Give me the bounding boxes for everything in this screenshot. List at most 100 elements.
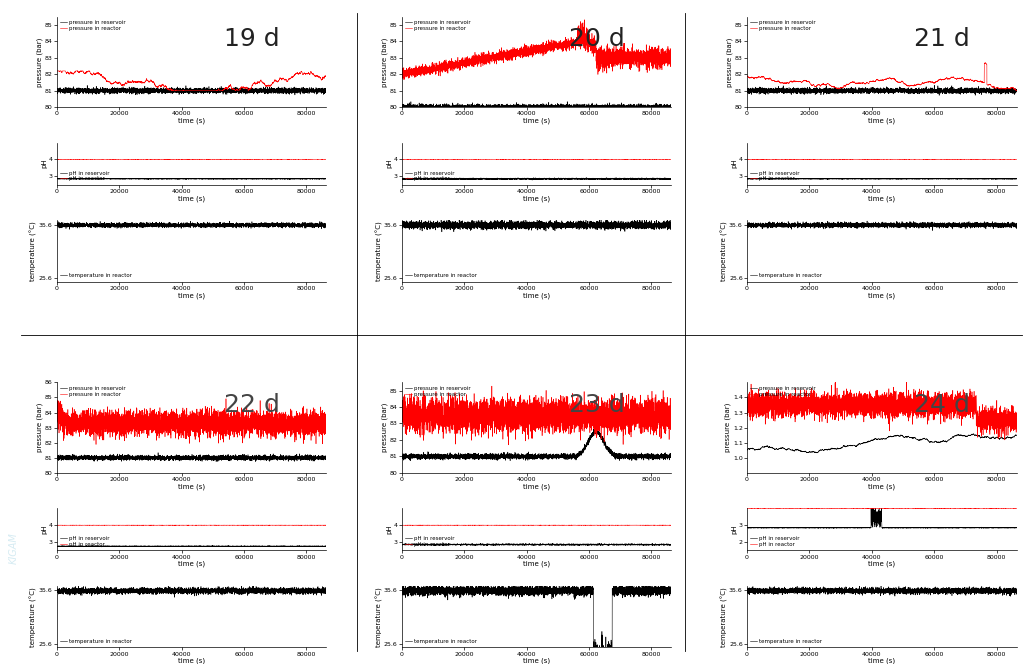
temperature in reactor [252, 586, 264, 594]
Text: 19 d: 19 d [224, 27, 280, 52]
Line: pH in reservoir: pH in reservoir [747, 501, 1017, 529]
pressure in reactor [213, 424, 225, 432]
pH in reservoir [869, 497, 881, 505]
pH in reservoir [320, 542, 332, 550]
temperature in reactor [223, 217, 235, 225]
pH in reactor [844, 155, 857, 163]
Line: pressure in reactor: pressure in reactor [57, 399, 326, 444]
pH in reservoir [557, 540, 570, 548]
pressure in reactor [571, 416, 583, 424]
pH in reservoir [213, 175, 225, 183]
pH in reactor [903, 155, 915, 163]
pressure in reactor [942, 399, 955, 407]
temperature in reactor [272, 220, 285, 228]
pressure in reservoir [571, 104, 583, 112]
pressure in reactor [830, 374, 842, 382]
Y-axis label: pH: pH [732, 525, 738, 535]
pH in reservoir [154, 542, 166, 550]
temperature in reactor [844, 587, 857, 595]
X-axis label: time (s): time (s) [523, 483, 550, 490]
temperature in reactor [963, 220, 975, 228]
temperature in reactor [213, 220, 225, 228]
pH in reservoir [206, 542, 219, 550]
temperature in reactor [617, 588, 630, 596]
pressure in reactor [100, 422, 112, 430]
pH in reservoir [213, 542, 225, 550]
pressure in reservoir [100, 87, 112, 95]
pressure in reservoir [942, 436, 955, 444]
pH in reservoir [526, 176, 539, 184]
temperature in reactor [963, 587, 975, 595]
temperature in reactor [902, 221, 914, 229]
pH in reactor [99, 155, 111, 163]
Line: pressure in reservoir: pressure in reservoir [57, 86, 326, 95]
pressure in reactor [596, 54, 609, 62]
pH in reservoir [903, 524, 915, 532]
temperature in reactor [571, 219, 583, 227]
pressure in reactor [902, 386, 914, 394]
pressure in reservoir [1010, 431, 1023, 439]
Y-axis label: temperature (°C): temperature (°C) [30, 587, 37, 647]
Y-axis label: pressure (bar): pressure (bar) [37, 37, 43, 86]
pressure in reactor [963, 76, 975, 84]
temperature in reactor [902, 586, 914, 594]
pressure in reactor [1010, 408, 1023, 416]
temperature in reactor [63, 225, 75, 233]
pH in reservoir [596, 540, 609, 548]
pressure in reactor [100, 76, 112, 84]
pressure in reactor [51, 414, 63, 422]
Text: 20 d: 20 d [569, 27, 624, 52]
pressure in reservoir [395, 452, 408, 459]
Legend: pH in reservoir, pH in reactor: pH in reservoir, pH in reactor [60, 170, 110, 182]
Legend: pressure in reservoir, pressure in reactor: pressure in reservoir, pressure in react… [60, 385, 126, 397]
pressure in reservoir [154, 88, 166, 96]
pressure in reactor [963, 403, 975, 411]
Legend: pressure in reservoir, pressure in reactor: pressure in reservoir, pressure in react… [405, 19, 472, 31]
pH in reactor [395, 521, 408, 529]
pH in reactor [445, 155, 457, 163]
Legend: pH in reservoir, pH in reactor: pH in reservoir, pH in reactor [749, 536, 800, 548]
pH in reservoir [395, 541, 408, 549]
pressure in reservoir [395, 104, 408, 112]
pressure in reactor [252, 412, 264, 420]
pressure in reservoir [557, 451, 570, 459]
pH in reactor [395, 155, 408, 163]
pH in reactor [741, 155, 753, 163]
X-axis label: time (s): time (s) [868, 118, 896, 124]
pH in reactor [290, 155, 302, 163]
temperature in reactor [1004, 592, 1017, 600]
pH in reservoir [596, 175, 609, 183]
pH in reactor [789, 505, 802, 513]
pH in reservoir [844, 175, 857, 183]
pressure in reservoir [154, 454, 166, 462]
pressure in reactor [51, 67, 63, 75]
temperature in reactor [844, 222, 857, 230]
pH in reactor [320, 521, 332, 529]
temperature in reactor [51, 587, 63, 595]
Y-axis label: temperature (°C): temperature (°C) [376, 587, 383, 647]
Line: temperature in reactor: temperature in reactor [401, 218, 672, 232]
Legend: pH in reservoir, pH in reactor: pH in reservoir, pH in reactor [60, 536, 110, 548]
Y-axis label: pressure (bar): pressure (bar) [382, 403, 388, 452]
temperature in reactor [498, 220, 511, 228]
pressure in reactor [226, 421, 238, 429]
pressure in reactor [844, 80, 857, 88]
Line: pH in reservoir: pH in reservoir [747, 178, 1017, 179]
pH in reactor [916, 505, 929, 513]
temperature in reactor [789, 221, 802, 229]
Legend: temperature in reactor: temperature in reactor [60, 639, 132, 645]
temperature in reactor [248, 580, 260, 588]
pH in reactor [571, 521, 583, 529]
Y-axis label: temperature (°C): temperature (°C) [30, 221, 37, 281]
pressure in reservoir [1010, 86, 1023, 94]
temperature in reactor [1010, 221, 1023, 229]
pH in reservoir [99, 175, 111, 183]
pressure in reactor [1010, 87, 1023, 95]
pH in reservoir [1010, 524, 1023, 532]
pH in reservoir [272, 542, 285, 550]
pressure in reservoir [445, 453, 457, 461]
pH in reactor [557, 521, 570, 529]
pressure in reactor [320, 72, 332, 80]
pressure in reactor [154, 82, 166, 90]
pressure in reservoir [320, 84, 332, 92]
